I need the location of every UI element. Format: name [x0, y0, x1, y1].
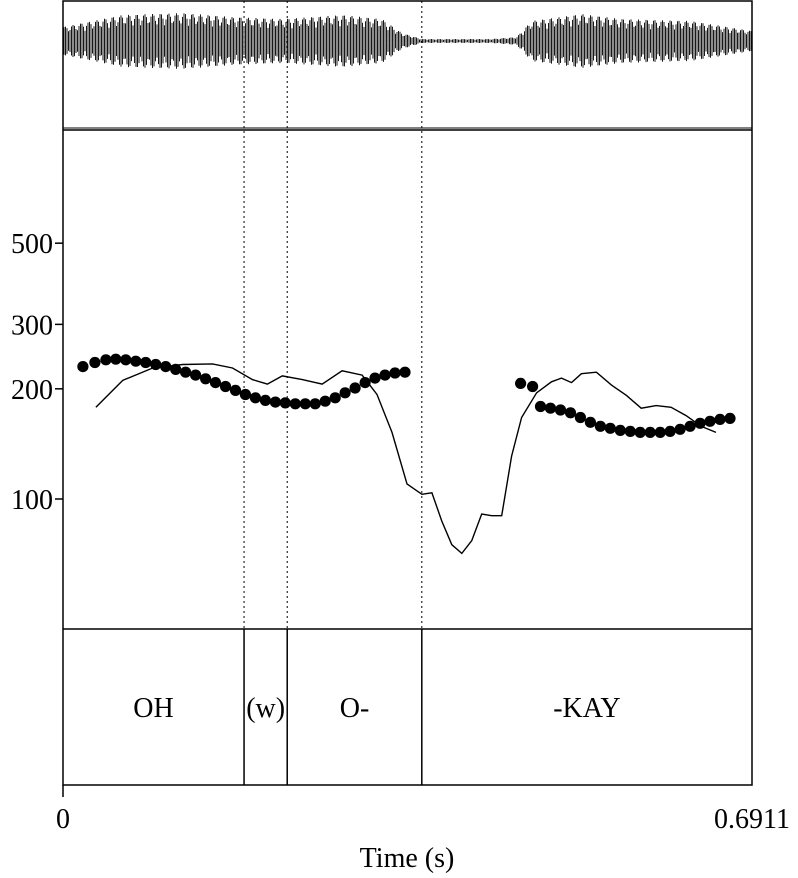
pitch-dot — [170, 363, 182, 375]
pitch-dot — [89, 356, 101, 369]
pitch-dot — [527, 380, 539, 393]
pitch-dot — [77, 361, 89, 373]
pitch-dot — [209, 377, 222, 389]
pitch-dot — [554, 404, 567, 416]
pitch-dot — [584, 416, 597, 428]
plot-frame — [62, 0, 753, 786]
y-tick-label: 100 — [11, 485, 53, 516]
segment-label: OH — [133, 693, 173, 724]
pitch-dot — [594, 420, 607, 432]
pitch-dot — [369, 372, 381, 384]
pitch-dot — [359, 377, 371, 389]
pitch-dot — [150, 358, 162, 371]
pitch-dot — [160, 361, 172, 373]
waveform-panel — [63, 13, 752, 129]
x-axis-label: Time (s) — [360, 843, 455, 874]
x-tick-end: 0.6911 — [714, 804, 790, 835]
pitch-dot — [180, 366, 192, 378]
pitch-dot — [349, 382, 361, 394]
pitch-line-layer — [95, 363, 717, 555]
pitch-dot — [190, 369, 202, 381]
waveform-trace — [63, 13, 752, 69]
pitch-dot — [379, 369, 391, 381]
y-axis: 100 200 300 500 — [11, 229, 63, 516]
pitch-dot — [120, 354, 132, 366]
pitch-dot — [339, 387, 351, 399]
pitch-dot — [110, 353, 122, 365]
pitch-dot — [100, 354, 112, 366]
pitch-dot — [200, 373, 212, 385]
pitch-dot — [674, 423, 686, 435]
pitch-dot — [634, 426, 646, 438]
pitch-line — [95, 363, 717, 555]
pitch-dot — [309, 398, 321, 410]
pitch-dot — [664, 425, 676, 437]
segment-label: (w) — [246, 693, 285, 724]
pitch-dot — [624, 425, 636, 437]
pitch-dot — [389, 367, 401, 379]
pitch-dot — [704, 415, 716, 427]
segment-label: -KAY — [553, 693, 620, 724]
pitch-dot — [329, 392, 341, 404]
pitch-dot — [515, 377, 527, 389]
pitch-dot — [289, 398, 301, 410]
pitch-dot — [130, 355, 142, 367]
pitch-dot — [684, 420, 696, 432]
pitch-dot — [319, 395, 331, 407]
pitch-dot — [614, 424, 626, 436]
pitch-dot — [564, 407, 577, 419]
pitch-dot — [574, 411, 587, 424]
y-tick-label: 500 — [11, 229, 53, 260]
x-tick-start: 0 — [56, 804, 70, 835]
pitch-dot — [724, 412, 736, 424]
pitch-dot — [140, 356, 152, 369]
pitch-dot — [604, 422, 616, 434]
pitch-dot — [534, 400, 547, 413]
pitch-dot — [229, 384, 242, 396]
pitch-dot — [714, 413, 726, 425]
pitch-dot — [399, 366, 411, 378]
pitch-dot — [249, 392, 261, 404]
pitch-dot — [239, 388, 251, 401]
pitch-dot — [259, 394, 271, 406]
pitch-dot — [299, 398, 311, 410]
segment-boundaries — [243, 1, 423, 785]
pitch-dot — [279, 397, 291, 409]
y-tick-label: 300 — [11, 310, 53, 341]
pitch-dot — [269, 396, 281, 408]
segment-labels: OH (w) O- -KAY — [133, 693, 620, 724]
pitch-dots-layer — [77, 353, 736, 438]
pitch-dot — [219, 380, 232, 393]
pitch-dot — [654, 426, 666, 438]
pitch-dot — [694, 417, 706, 429]
pitch-dot — [544, 402, 557, 414]
y-tick-label: 200 — [11, 375, 53, 406]
pitch-dot — [644, 426, 656, 438]
segment-label: O- — [340, 693, 370, 724]
